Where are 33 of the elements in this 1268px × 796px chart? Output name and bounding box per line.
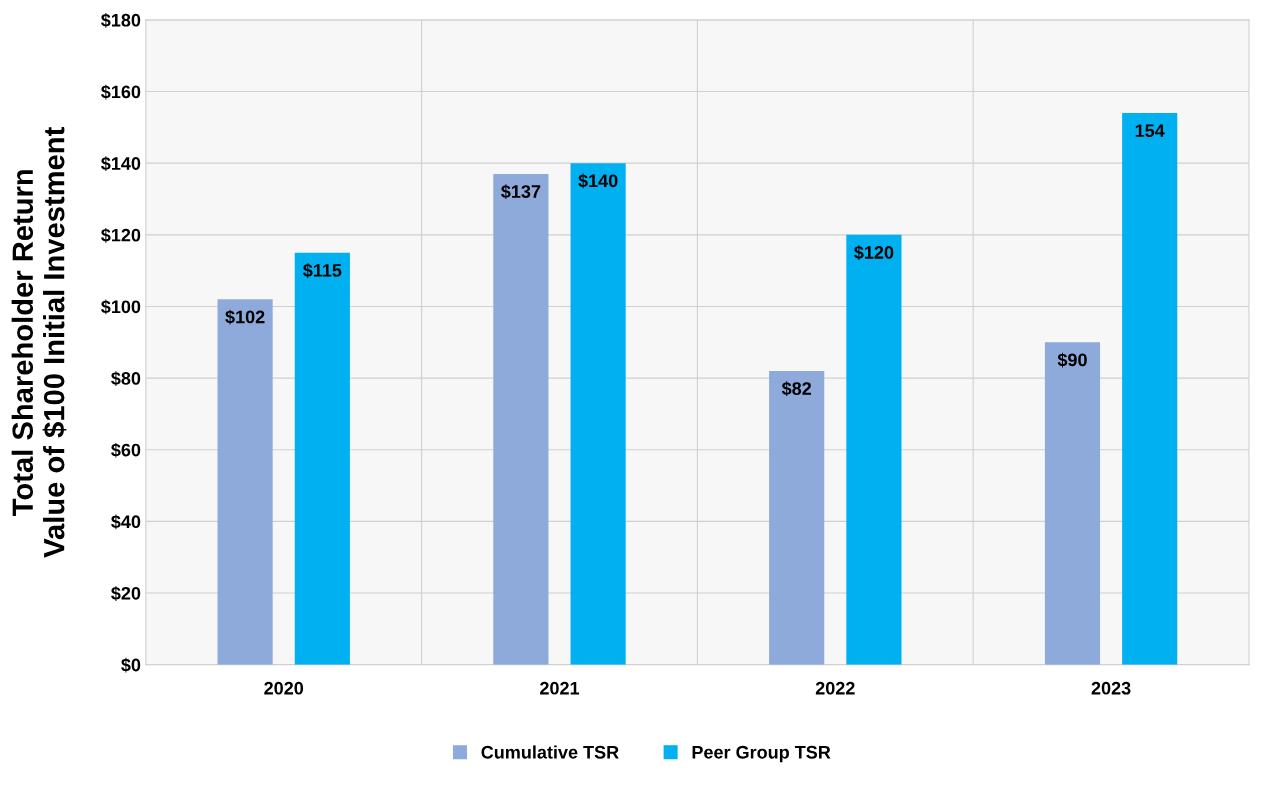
bar	[1122, 113, 1178, 665]
y-tick-label: $160	[101, 84, 141, 100]
bar	[294, 252, 350, 665]
data-label: $140	[578, 173, 618, 189]
y-tick-label: $140	[101, 156, 141, 172]
x-tick-label: 2020	[264, 681, 304, 695]
x-tick-label: 2023	[1091, 681, 1131, 695]
data-label: $115	[302, 263, 342, 278]
data-label: $120	[854, 245, 894, 260]
y-tick-label: $80	[111, 371, 141, 386]
y-axis-title: Total Shareholder Return Value of $100 Initial Investment	[11, 127, 67, 558]
bar	[769, 370, 825, 665]
y-tick-label: $40	[111, 514, 141, 530]
data-label: 154	[1135, 124, 1165, 138]
bar	[1044, 342, 1101, 665]
data-label: $82	[781, 381, 812, 397]
data-label: $90	[1057, 352, 1087, 368]
bar	[493, 173, 549, 665]
x-tick-label: 2021	[540, 681, 580, 695]
data-label: $102	[225, 309, 265, 325]
legend-label: Cumulative TSR	[481, 745, 619, 759]
data-label: $137	[501, 184, 541, 200]
y-tick-label: $120	[101, 227, 141, 243]
y-tick-label: $100	[101, 299, 141, 315]
y-tick-label: $60	[111, 442, 141, 458]
y-tick-label: $20	[111, 586, 141, 601]
x-tick-label: 2022	[815, 681, 855, 695]
bar	[570, 163, 626, 665]
legend-label: Peer Group TSR	[692, 745, 831, 763]
y-tick-label: $180	[101, 13, 141, 28]
y-tick-label: $0	[121, 657, 141, 673]
bar	[217, 299, 273, 665]
bar	[846, 234, 902, 665]
